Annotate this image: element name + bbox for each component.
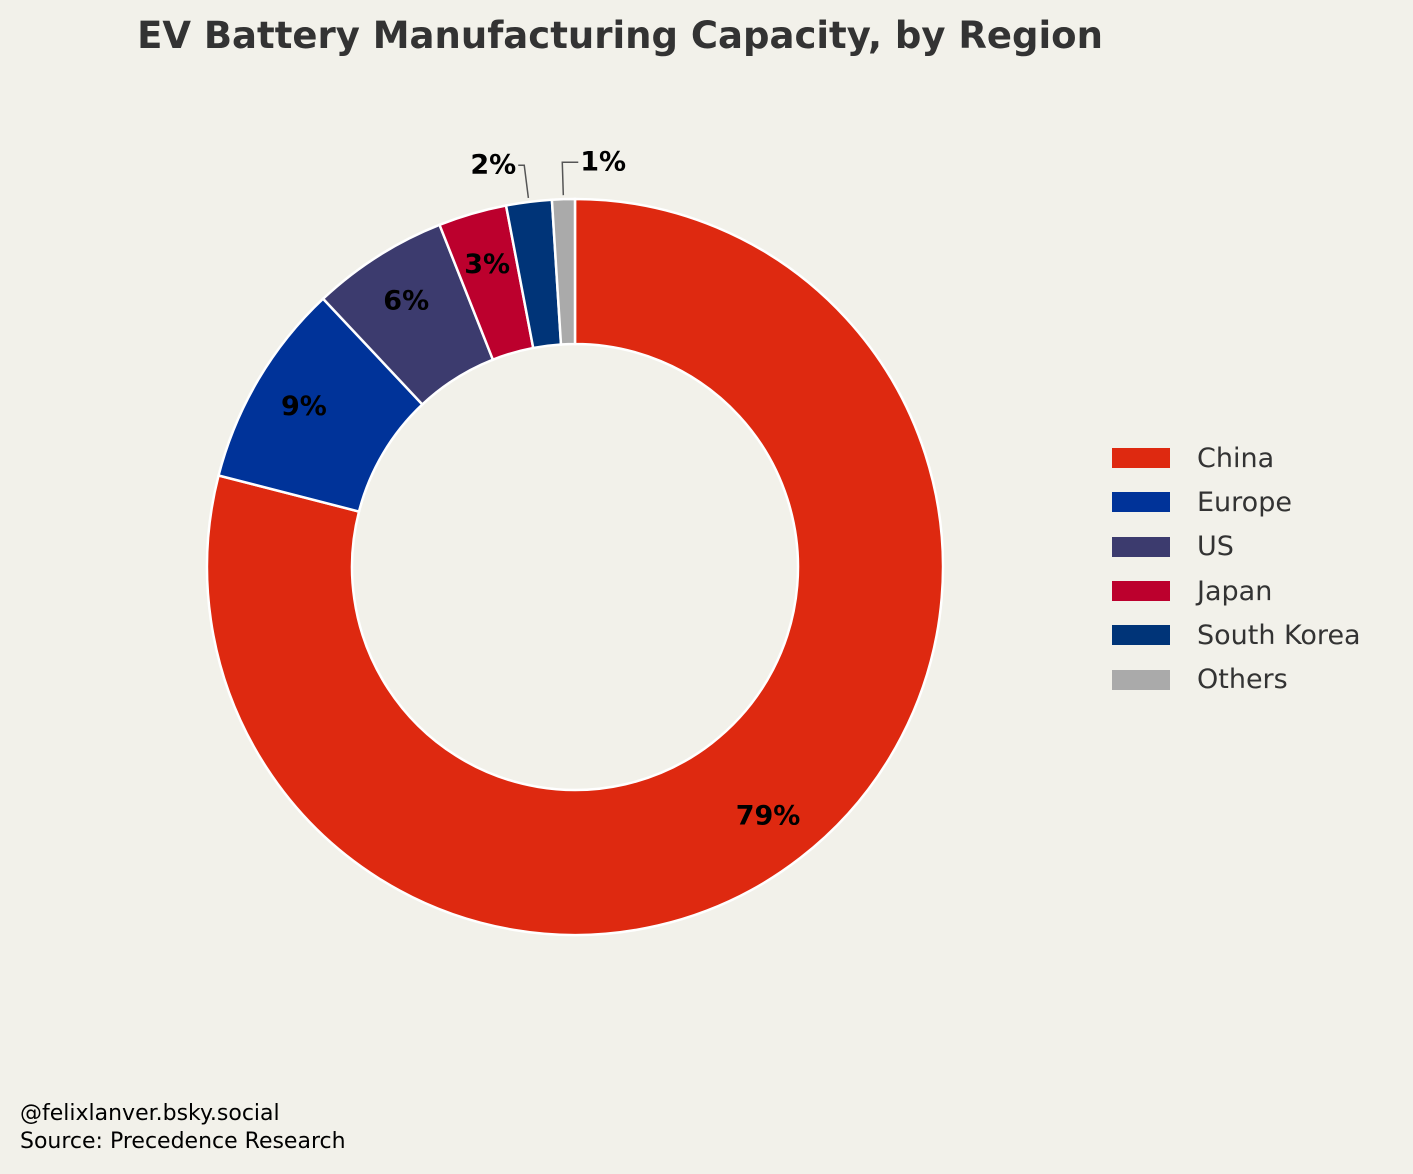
legend-item: Europe [1112, 480, 1361, 524]
data-label: 9% [281, 391, 327, 422]
legend-label: South Korea [1197, 619, 1361, 651]
legend-label: US [1197, 531, 1234, 563]
data-label: 6% [383, 286, 429, 317]
chart-title: EV Battery Manufacturing Capacity, by Re… [137, 14, 1103, 57]
legend-item: Others [1112, 657, 1361, 701]
legend-label: Europe [1197, 486, 1292, 518]
legend-swatch [1112, 448, 1170, 469]
slice-china [205, 197, 945, 937]
legend-swatch [1112, 581, 1170, 602]
data-label: 2% [470, 150, 516, 181]
legend-swatch [1112, 492, 1170, 513]
legend-swatch [1112, 536, 1170, 557]
legend-label: Japan [1197, 575, 1273, 607]
legend-swatch [1112, 669, 1170, 690]
legend: China Europe US Japan South Korea Others [1112, 436, 1361, 702]
data-label: 79% [736, 800, 801, 831]
legend-label: China [1197, 442, 1275, 474]
legend-item: South Korea [1112, 613, 1361, 657]
source-text: Source: Precedence Research [20, 1129, 346, 1154]
data-label: 1% [580, 147, 626, 178]
slice-others [550, 197, 577, 346]
credit-text: @felixlanver.bsky.social [20, 1101, 280, 1126]
leader-line [561, 161, 579, 196]
footer: @felixlanver.bsky.social Source: Precede… [20, 1100, 346, 1156]
leader-line [518, 164, 530, 199]
legend-swatch [1112, 625, 1170, 646]
legend-label: Others [1197, 664, 1288, 696]
legend-item: Japan [1112, 569, 1361, 613]
data-label: 3% [464, 249, 510, 280]
legend-item: US [1112, 525, 1361, 569]
legend-item: China [1112, 436, 1361, 480]
